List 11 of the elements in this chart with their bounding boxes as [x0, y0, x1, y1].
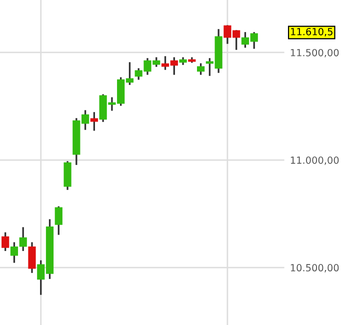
- candlestick: [179, 57, 187, 65]
- y-tick-label: 10.500,00: [290, 264, 339, 272]
- candlestick: [28, 242, 36, 273]
- text: 11.610,5: [291, 28, 332, 36]
- candlestick: [2, 232, 10, 251]
- candlestick: [90, 112, 98, 131]
- candlestick: [196, 63, 205, 75]
- y-tick-label: 11.500,00: [290, 48, 339, 58]
- y-tick-label: 11.000,00: [290, 156, 339, 165]
- candlestick: [64, 161, 72, 190]
- candlestick: [54, 206, 62, 235]
